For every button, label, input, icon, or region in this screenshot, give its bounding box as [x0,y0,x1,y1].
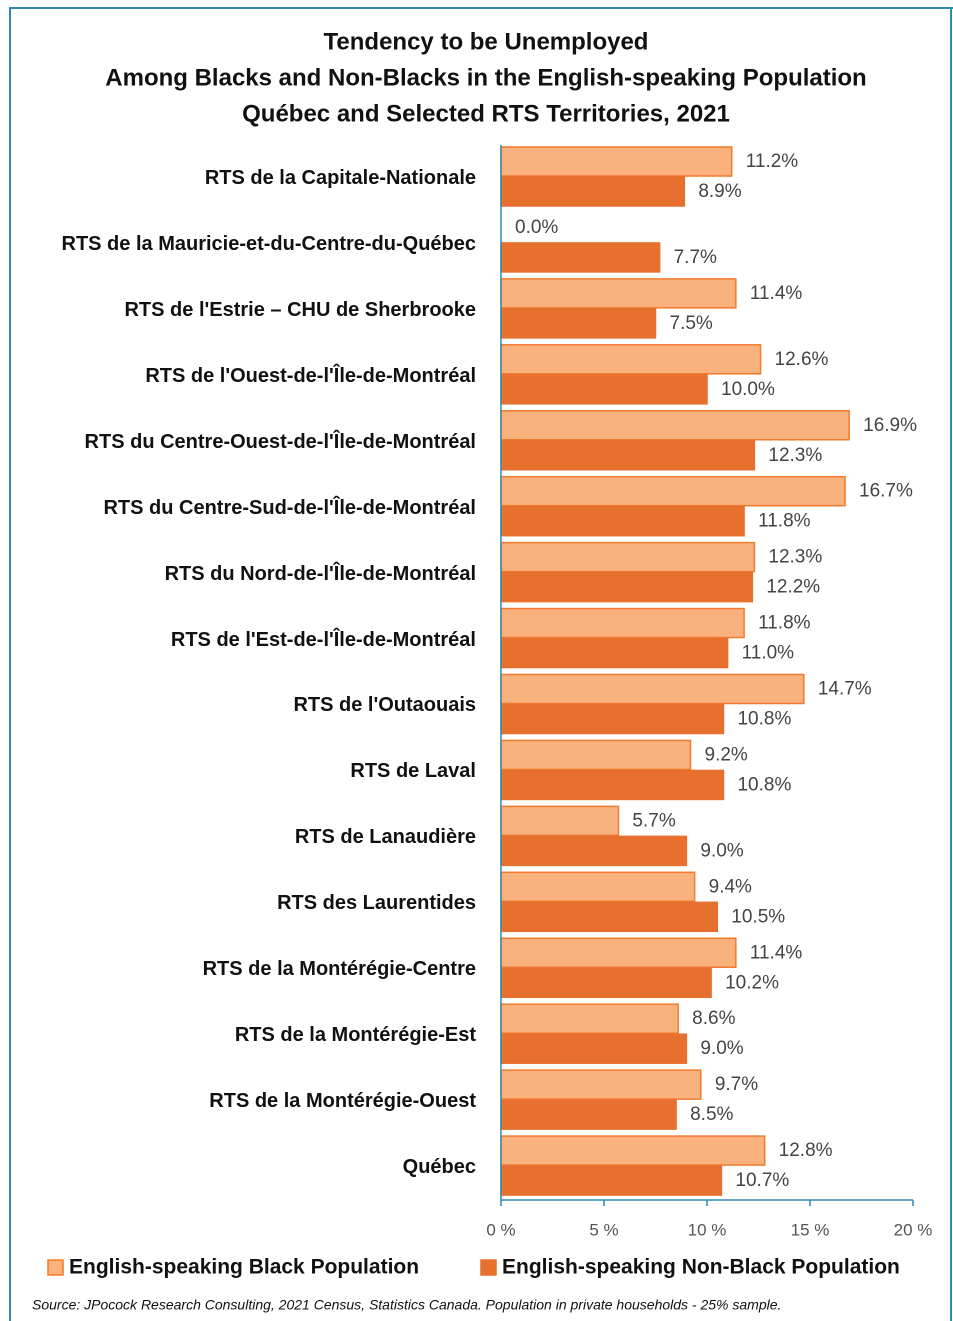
bar [500,242,661,273]
bar [500,374,708,405]
legend-swatch [47,1259,64,1276]
y-tick-label: RTS de la Capitale-Nationale [204,166,476,189]
bar [500,673,805,705]
data-label: 11.8% [758,511,811,532]
chart-title: Québec and Selected RTS Territories, 202… [242,100,730,127]
source-note: Source: JPocock Research Consulting, 202… [32,1297,781,1313]
bar [500,937,737,968]
bar [500,571,754,603]
data-label: 11.0% [742,643,795,664]
y-tick-label: RTS de la Montérégie-Ouest [209,1090,476,1113]
bar [500,146,733,177]
bar [500,1069,702,1100]
x-tick-label: 0 % [486,1220,515,1239]
y-tick-label: RTS du Nord-de-l'Île-de-Montréal [164,562,476,585]
data-label: 9.0% [700,1038,743,1059]
y-tick-label: Québec [402,1156,476,1179]
data-label: 9.0% [700,840,743,861]
bar [500,769,725,801]
data-label: 10.8% [737,709,791,730]
y-tick-label: RTS du Centre-Ouest-de-l'Île-de-Montréal [84,430,476,453]
y-tick-label: RTS de Lanaudière [294,826,476,849]
data-label: 14.7% [818,679,872,700]
data-label: 12.3% [768,547,822,568]
data-label: 0.0% [515,217,558,238]
data-label: 9.2% [705,744,748,765]
bar [500,1033,688,1064]
bar [500,637,729,669]
y-tick-label: RTS de la Mauricie-et-du-Centre-du-Québe… [61,232,477,255]
y-tick-label: RTS de Laval [350,760,476,783]
chart-title: Among Blacks and Non-Blacks in the Engli… [105,64,866,91]
bar [500,1099,677,1130]
data-label: 7.7% [674,247,717,268]
bar [500,1003,679,1034]
bar [500,871,696,903]
chart-title: Tendency to be Unemployed [324,28,649,55]
data-label: 16.7% [859,481,913,502]
y-tick-label: RTS de la Montérégie-Est [234,1024,476,1047]
y-tick-label: RTS des Laurentides [277,892,476,915]
data-label: 10.5% [731,906,785,927]
bar [500,901,719,933]
data-label: 11.4% [750,942,803,963]
legend-swatch [480,1259,497,1276]
bar [500,308,657,339]
bar [500,278,737,309]
data-label: 12.2% [766,577,820,598]
data-label: 10.7% [735,1170,789,1191]
bar [500,505,745,537]
bar [500,1165,723,1196]
bar [500,1135,766,1166]
bar [500,176,686,207]
y-tick-label: RTS de l'Ouest-de-l'Île-de-Montréal [145,364,476,387]
data-label: 8.6% [692,1008,735,1029]
frame [9,7,953,1321]
bar [500,967,712,998]
data-label: 10.8% [737,774,791,795]
data-label: 5.7% [632,810,675,831]
bar [500,475,846,507]
y-tick-label: RTS du Centre-Sud-de-l'Île-de-Montréal [103,496,476,519]
data-label: 11.4% [750,283,803,304]
bar [500,703,725,735]
data-label: 11.8% [758,613,811,634]
bar [500,344,762,375]
data-label: 9.4% [709,876,752,897]
y-tick-label: RTS de l'Outaouais [293,694,476,717]
data-label: 9.7% [715,1074,758,1095]
x-tick-label: 15 % [791,1220,830,1239]
bar [500,835,688,867]
data-label: 11.2% [746,151,799,172]
legend-label: English-speaking Black Population [69,1256,419,1279]
bar [500,805,620,837]
x-tick-label: 5 % [589,1220,618,1239]
data-label: 12.6% [775,349,829,370]
bar [500,607,745,639]
x-tick-label: 10 % [688,1220,727,1239]
data-label: 10.0% [721,379,775,400]
data-label: 7.5% [670,313,713,334]
x-tick-label: 20 % [894,1220,933,1239]
data-label: 8.9% [698,181,741,202]
bar [500,440,756,471]
bar [500,541,756,573]
data-label: 16.9% [863,415,917,436]
bar [500,410,850,441]
y-tick-label: RTS de l'Est-de-l'Île-de-Montréal [170,628,476,651]
y-tick-label: RTS de l'Estrie – CHU de Sherbrooke [124,298,476,321]
data-label: 10.2% [725,972,779,993]
y-tick-label: RTS de la Montérégie-Centre [202,958,476,981]
data-label: 12.3% [768,445,822,466]
bar [500,739,692,771]
data-label: 8.5% [690,1104,733,1125]
legend-label: English-speaking Non-Black Population [502,1256,900,1279]
data-label: 12.8% [779,1140,833,1161]
